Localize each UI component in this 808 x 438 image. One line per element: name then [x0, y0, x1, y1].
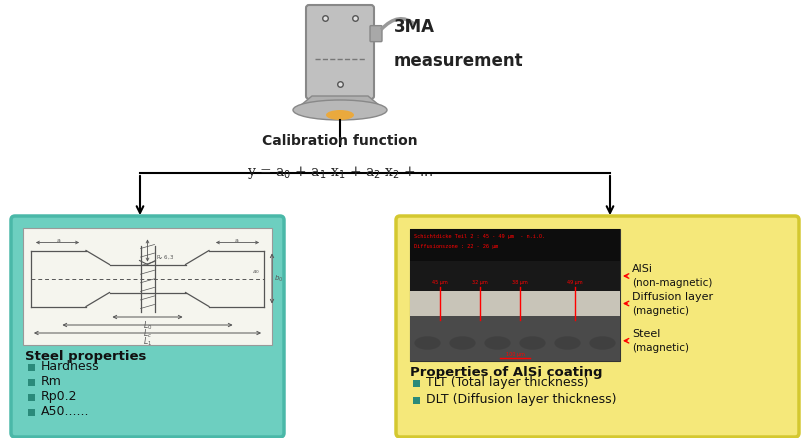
- Text: Schichtdicke Teil 2 : 45 - 49 µm  - n.i.O.: Schichtdicke Teil 2 : 45 - 49 µm - n.i.O…: [414, 234, 545, 239]
- FancyBboxPatch shape: [396, 216, 799, 437]
- Text: Hardness: Hardness: [41, 360, 99, 373]
- Text: DLT (Diffusion layer thickness): DLT (Diffusion layer thickness): [426, 393, 617, 406]
- Bar: [413, 380, 420, 387]
- Bar: [410, 316, 620, 361]
- Text: a: a: [234, 239, 238, 244]
- Bar: [28, 409, 35, 416]
- Bar: [413, 397, 420, 404]
- Text: R$_z$ 6,3: R$_z$ 6,3: [157, 253, 175, 261]
- Bar: [410, 229, 620, 261]
- Text: Calibration function: Calibration function: [262, 134, 418, 148]
- Text: AlSi: AlSi: [632, 264, 653, 274]
- Text: $b_0$: $b_0$: [274, 273, 284, 283]
- Ellipse shape: [415, 336, 440, 350]
- Text: (magnetic): (magnetic): [632, 305, 689, 315]
- Text: $L_c$: $L_c$: [143, 327, 152, 339]
- Bar: [410, 261, 620, 291]
- Ellipse shape: [589, 336, 616, 350]
- Text: measurement: measurement: [394, 52, 524, 70]
- Text: 3MA: 3MA: [394, 18, 435, 36]
- Bar: [28, 394, 35, 401]
- Text: $L_1$: $L_1$: [143, 335, 152, 347]
- Text: 32 µm: 32 µm: [472, 280, 488, 285]
- Ellipse shape: [293, 100, 387, 120]
- FancyBboxPatch shape: [11, 216, 284, 437]
- Bar: [28, 364, 35, 371]
- Bar: [23, 228, 272, 345]
- Text: $a_0$: $a_0$: [252, 268, 260, 276]
- Ellipse shape: [554, 336, 581, 350]
- Ellipse shape: [449, 336, 476, 350]
- Bar: [28, 379, 35, 386]
- Text: 38 µm: 38 µm: [512, 280, 528, 285]
- Text: 49 µm: 49 µm: [567, 280, 583, 285]
- Bar: [410, 291, 620, 316]
- FancyBboxPatch shape: [306, 5, 374, 99]
- Text: Steel: Steel: [632, 329, 660, 339]
- Text: a: a: [57, 239, 61, 244]
- FancyBboxPatch shape: [370, 26, 382, 42]
- Text: A50......: A50......: [41, 405, 90, 418]
- Ellipse shape: [520, 336, 545, 350]
- Text: Rp0.2: Rp0.2: [41, 390, 78, 403]
- Text: (magnetic): (magnetic): [632, 343, 689, 353]
- Text: (non-magnetic): (non-magnetic): [632, 278, 713, 288]
- Ellipse shape: [484, 336, 511, 350]
- Text: Diffusionszone : 22 - 26 µm: Diffusionszone : 22 - 26 µm: [414, 244, 499, 249]
- Text: y = a$_0$ + a$_1$ x$_1$ + a$_2$ x$_2$ + ...: y = a$_0$ + a$_1$ x$_1$ + a$_2$ x$_2$ + …: [246, 164, 433, 181]
- Bar: [410, 229, 620, 361]
- Text: 100 µm: 100 µm: [506, 352, 524, 357]
- Text: $L_0$: $L_0$: [143, 319, 152, 332]
- Text: Steel properties: Steel properties: [25, 350, 146, 363]
- Text: 45 µm: 45 µm: [432, 280, 448, 285]
- Text: Properties of AlSi coating: Properties of AlSi coating: [410, 366, 603, 379]
- Text: Rm: Rm: [41, 375, 62, 388]
- Text: TLT (Total layer thickness): TLT (Total layer thickness): [426, 376, 588, 389]
- Text: Diffusion layer: Diffusion layer: [632, 292, 713, 301]
- Polygon shape: [295, 96, 385, 110]
- Ellipse shape: [326, 110, 354, 120]
